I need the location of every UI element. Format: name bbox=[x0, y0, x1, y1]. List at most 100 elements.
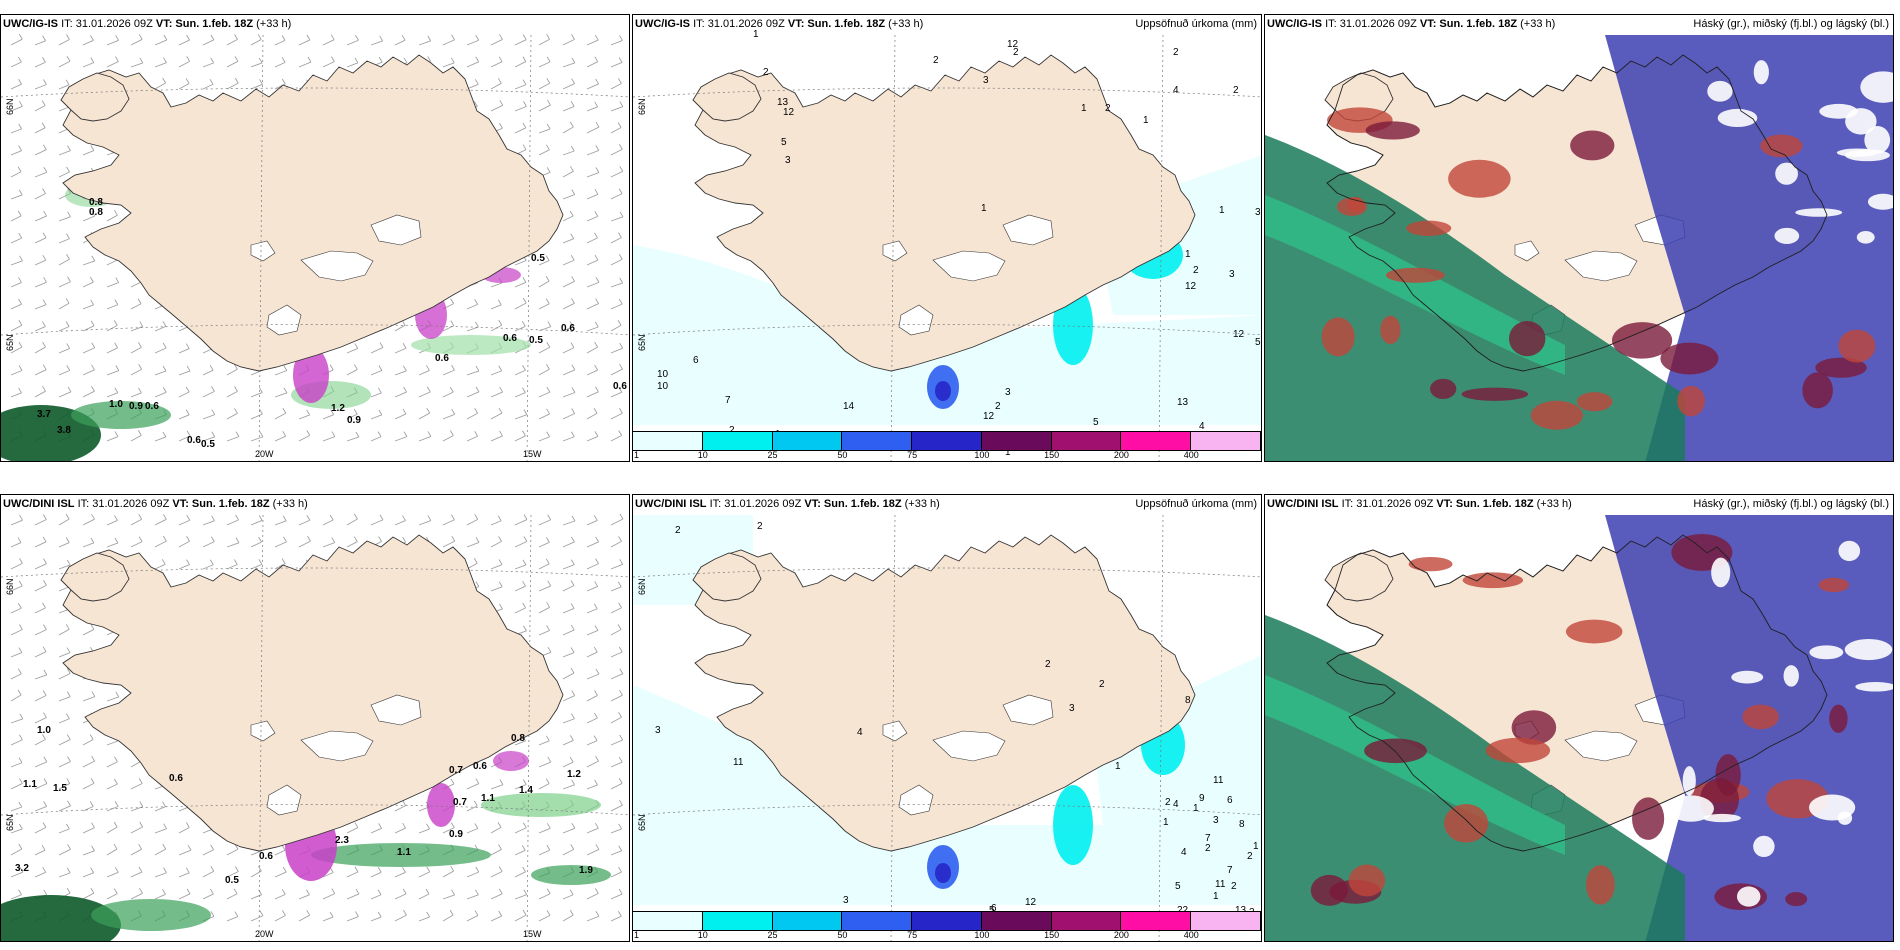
colorbar-swatch bbox=[772, 912, 843, 930]
cloud-shading bbox=[1265, 515, 1893, 941]
value-label: 2 bbox=[1165, 797, 1171, 808]
value-label: 12 bbox=[1007, 39, 1019, 50]
value-label: 10 bbox=[657, 381, 669, 392]
value-label: 2 bbox=[1099, 679, 1105, 690]
colorbar-tick: 400 bbox=[1183, 930, 1199, 940]
value-label: 6 bbox=[1227, 795, 1233, 806]
wind-precip-panel-dini: 1.0 1.1 1.5 0.6 0.5 0.6 0.8 0.6 0.7 1.4 1.2 1.1 0.7 0… bbox=[0, 494, 630, 942]
colorbar-tick: 200 bbox=[1113, 450, 1129, 460]
value-label: 1.5 bbox=[53, 783, 67, 794]
panel-field-title: Háský (gr.), miðský (fj.bl.) og lágský (… bbox=[1693, 18, 1889, 30]
value-label: 4 bbox=[1173, 799, 1179, 810]
value-label: 1.2 bbox=[331, 403, 345, 414]
value-label: 5 bbox=[1175, 881, 1181, 892]
value-label: 6 bbox=[991, 903, 997, 914]
value-label: 2 bbox=[1045, 659, 1051, 670]
colorbar-tick: 50 bbox=[837, 450, 848, 460]
latitude-label: 65N bbox=[637, 334, 647, 351]
colorbar-tick: 1 bbox=[634, 450, 640, 460]
model-name: UWC/IG-IS bbox=[3, 18, 58, 30]
value-label: 4 bbox=[1199, 421, 1205, 432]
value-label: 2 bbox=[1173, 47, 1179, 58]
colorbar-swatch bbox=[842, 912, 913, 930]
value-label: 1 bbox=[1193, 803, 1199, 814]
value-label: 2 bbox=[763, 67, 769, 78]
colorbar-swatch bbox=[981, 432, 1052, 450]
colorbar-tick: 10 bbox=[697, 450, 708, 460]
map-canvas: 1.0 1.1 1.5 0.6 0.5 0.6 0.8 0.6 0.7 1.4 1.2 1.1 0.7 0… bbox=[1, 513, 629, 941]
value-label: 1.0 bbox=[37, 725, 51, 736]
value-label: 1.2 bbox=[567, 769, 581, 780]
value-label: 1 bbox=[1081, 103, 1087, 114]
value-label: 0.8 bbox=[511, 733, 525, 744]
value-label: 0.6 bbox=[613, 381, 627, 392]
value-label: 0.9 bbox=[449, 829, 463, 840]
latitude-label: 65N bbox=[5, 334, 15, 351]
issue-time: IT: 31.01.2026 09Z bbox=[709, 498, 802, 510]
valid-time: VT: Sun. 1.feb. 18Z bbox=[1436, 498, 1534, 510]
value-label: 11 bbox=[1213, 775, 1224, 786]
panel-field-title: Uppsöfnuð úrkoma (mm) bbox=[1135, 498, 1257, 510]
panel-header: UWC/DINI ISL IT: 31.01.2026 09Z VT: Sun.… bbox=[3, 498, 308, 510]
iceland-map bbox=[60, 534, 564, 852]
precip-colorbar: 1 10 25 50 75 100 150 200 400 bbox=[633, 911, 1261, 941]
colorbar-swatch bbox=[1121, 432, 1192, 450]
value-label: 3.7 bbox=[37, 409, 51, 420]
value-label: 2 bbox=[1205, 843, 1211, 854]
value-label: 22 bbox=[1177, 905, 1189, 916]
value-label: 10 bbox=[657, 369, 669, 380]
value-label: 1 bbox=[1253, 841, 1259, 852]
model-name: UWC/DINI ISL bbox=[3, 498, 75, 510]
model-name: UWC/IG-IS bbox=[1267, 18, 1322, 30]
value-label: 5 bbox=[1255, 337, 1261, 348]
precip-shading bbox=[1, 751, 611, 941]
precip-colorbar: 1 10 25 50 75 100 150 200 400 bbox=[633, 431, 1261, 461]
value-label: 13 bbox=[777, 97, 789, 108]
value-label: 1 bbox=[981, 203, 987, 214]
panel-header: UWC/IG-IS IT: 31.01.2026 09Z VT: Sun. 1.… bbox=[635, 18, 923, 30]
value-label: 3 bbox=[785, 155, 791, 166]
value-label: 0.6 bbox=[473, 761, 487, 772]
coastline-overlay bbox=[1326, 54, 1828, 372]
colorbar-swatch bbox=[981, 912, 1052, 930]
lat-lon-grid bbox=[633, 34, 1261, 461]
issue-time: IT: 31.01.2026 09Z bbox=[1325, 18, 1417, 30]
colorbar-tick: 100 bbox=[974, 930, 990, 940]
colorbar-swatch bbox=[1121, 912, 1192, 930]
value-label: 0.7 bbox=[449, 765, 463, 776]
valid-time: VT: Sun. 1.feb. 18Z bbox=[787, 18, 886, 30]
lead-time: (+33 h) bbox=[888, 18, 924, 30]
value-label: 3 bbox=[843, 895, 849, 906]
value-label: 1.1 bbox=[23, 779, 37, 790]
valid-time: VT: Sun. 1.feb. 18Z bbox=[172, 498, 270, 510]
value-label: 13 bbox=[1235, 905, 1247, 916]
lead-time: (+33 h) bbox=[904, 498, 940, 510]
value-label: 0.5 bbox=[225, 875, 239, 886]
lat-lon-grid bbox=[1, 34, 629, 461]
latitude-label: 66N bbox=[5, 578, 15, 595]
value-label: 12 bbox=[1025, 897, 1037, 908]
panel-field-title: Háský (gr.), miðský (fj.bl.) og lágský (… bbox=[1693, 498, 1889, 510]
coastline-overlay bbox=[1326, 534, 1828, 852]
latitude-label: 66N bbox=[637, 578, 647, 595]
value-label: 4 bbox=[857, 727, 863, 738]
lead-time: (+33 h) bbox=[272, 498, 308, 510]
lat-lon-grid bbox=[1, 514, 629, 941]
issue-time: IT: 31.01.2026 09Z bbox=[693, 18, 785, 30]
value-label: 2.3 bbox=[335, 835, 349, 846]
value-label: 11 bbox=[1215, 879, 1226, 890]
value-label: 3.8 bbox=[57, 425, 71, 436]
value-label: 0.6 bbox=[561, 323, 575, 334]
longitude-label: 20W bbox=[255, 929, 274, 939]
value-label: 7 bbox=[725, 395, 731, 406]
value-label: 7 bbox=[1227, 865, 1233, 876]
value-label: 1 bbox=[1143, 115, 1149, 126]
value-label: 8 bbox=[1239, 819, 1245, 830]
value-label: 3 bbox=[1229, 269, 1235, 280]
valid-time: VT: Sun. 1.feb. 18Z bbox=[1419, 18, 1518, 30]
value-label: 2 bbox=[995, 401, 1001, 412]
valid-time: VT: Sun. 1.feb. 18Z bbox=[804, 498, 902, 510]
value-label: 1 bbox=[753, 29, 759, 40]
value-label: 3 bbox=[1255, 207, 1261, 218]
value-label: 14 bbox=[843, 401, 855, 412]
